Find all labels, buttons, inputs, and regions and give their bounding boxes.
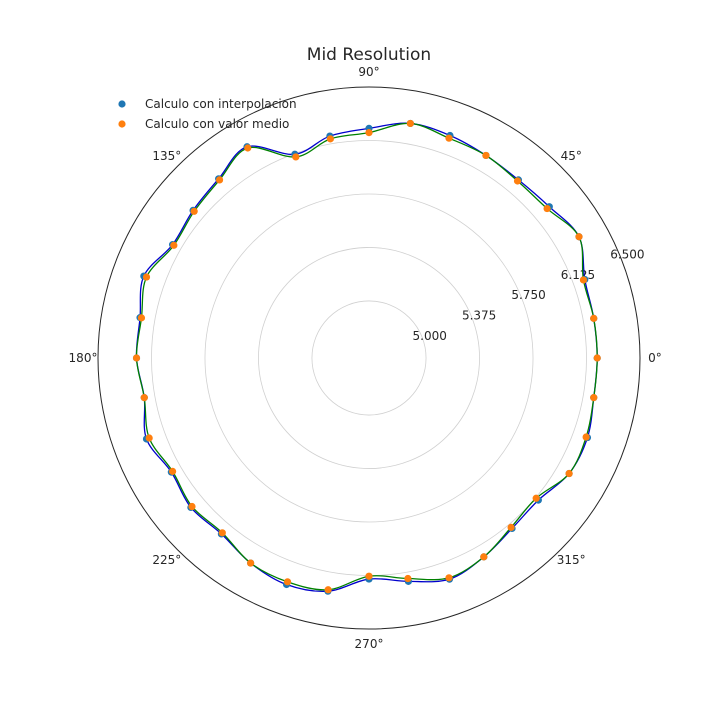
data-point	[324, 586, 332, 594]
grid-circle	[204, 193, 534, 523]
legend-label-interpolacion: Calculo con interpolacion	[145, 97, 297, 111]
radial-grid	[97, 86, 641, 630]
data-point	[543, 204, 551, 213]
grid-circle	[311, 300, 427, 416]
data-point	[582, 433, 590, 441]
data-point	[590, 314, 598, 322]
theta-tick-label: 90°	[358, 65, 379, 79]
legend-marker-valor-medio	[118, 120, 126, 128]
theta-tick-label: 225°	[152, 553, 181, 567]
data-point	[565, 469, 573, 478]
data-point	[169, 467, 177, 475]
series-line	[135, 122, 598, 592]
theta-tick-label: 315°	[557, 553, 586, 567]
data-point	[365, 572, 373, 580]
data-point	[145, 434, 153, 442]
grid-circle	[151, 140, 587, 576]
series-lines	[135, 122, 598, 592]
data-point	[445, 134, 453, 142]
data-point	[218, 529, 226, 537]
data-point	[188, 502, 196, 511]
r-tick-label: 5.000	[413, 329, 447, 343]
data-point	[590, 394, 598, 402]
theta-tick-label: 0°	[648, 351, 662, 365]
data-point	[579, 276, 588, 284]
data-point	[292, 153, 300, 161]
r-tick-label: 6.125	[561, 268, 595, 282]
data-point	[326, 135, 334, 143]
grid-circle	[258, 247, 480, 469]
data-point	[507, 523, 515, 531]
theta-tick-labels: 0° 45° 90° 135° 180° 225° 270° 315°	[69, 65, 662, 651]
r-tick-label: 6.500	[610, 247, 644, 261]
data-point	[513, 177, 522, 185]
r-tick-label: 5.375	[462, 309, 496, 323]
data-point	[532, 494, 540, 502]
data-point	[593, 354, 601, 362]
legend: Calculo con interpolacion Calculo con va…	[118, 97, 297, 131]
data-point	[215, 176, 224, 184]
data-point	[142, 273, 151, 281]
data-point	[140, 394, 148, 402]
data-point	[170, 241, 178, 249]
data-point	[137, 314, 146, 322]
theta-tick-label: 135°	[152, 149, 181, 163]
legend-marker-interpolacion	[118, 100, 126, 108]
data-point	[247, 559, 255, 567]
legend-label-valor-medio: Calculo con valor medio	[145, 117, 289, 131]
data-point	[404, 574, 412, 583]
series-points	[132, 119, 601, 595]
theta-tick-label: 270°	[355, 637, 384, 651]
r-tick-label: 5.750	[511, 288, 545, 302]
data-point	[244, 144, 252, 152]
polar-frame	[97, 86, 641, 630]
chart-title: Mid Resolution	[307, 45, 431, 65]
theta-tick-label: 45°	[561, 149, 582, 163]
data-point	[480, 553, 488, 561]
radial-tick-labels: 5.000 5.375 5.750 6.125 6.500	[413, 247, 645, 343]
data-point	[132, 354, 141, 362]
data-point	[365, 129, 373, 137]
data-point	[575, 233, 583, 241]
data-point	[283, 578, 292, 586]
data-point	[406, 119, 414, 128]
data-point	[190, 207, 198, 215]
theta-tick-label: 180°	[69, 351, 98, 365]
data-point	[482, 151, 490, 160]
data-point	[445, 574, 453, 582]
